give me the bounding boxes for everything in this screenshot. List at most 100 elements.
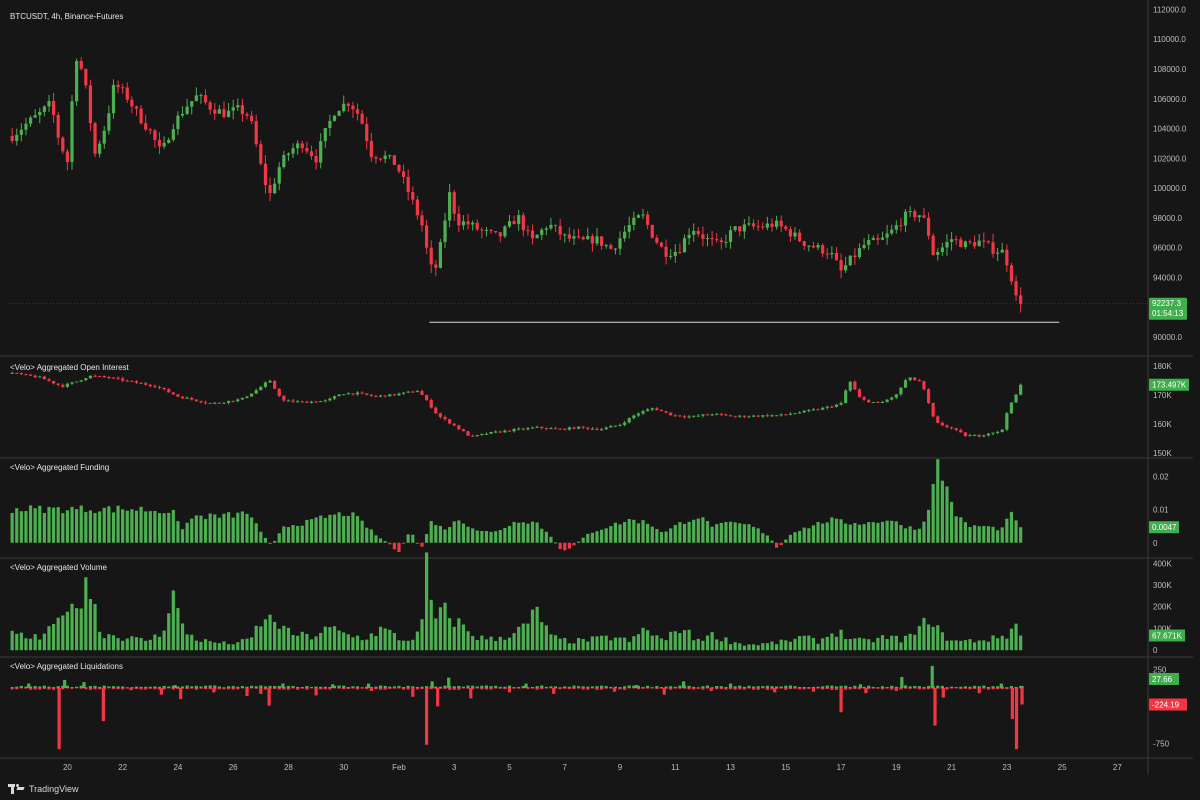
bar xyxy=(581,537,585,543)
candle-body xyxy=(180,396,185,399)
candle-body xyxy=(931,402,935,417)
candle-body xyxy=(176,115,180,130)
candle-body xyxy=(876,402,880,404)
candle-body xyxy=(544,428,548,430)
candle-body xyxy=(254,121,258,145)
footer-branding[interactable]: TradingView xyxy=(8,781,79,797)
candle-body xyxy=(830,406,834,408)
liquidation-short-bar xyxy=(682,688,687,689)
x-tick-label: 15 xyxy=(781,763,790,772)
candle-body xyxy=(383,155,387,160)
y-tick-label: 300K xyxy=(1153,581,1172,590)
candle-body xyxy=(273,380,277,389)
liquidation-long-bar xyxy=(116,686,120,688)
liquidation-short-bar xyxy=(337,688,341,689)
bar xyxy=(236,512,240,543)
bar xyxy=(784,539,788,543)
candle-body xyxy=(24,374,28,376)
candle-body xyxy=(521,428,525,430)
candle-body xyxy=(498,431,502,433)
candle-body xyxy=(448,192,452,221)
candle-body xyxy=(461,221,466,226)
bar xyxy=(134,510,139,543)
liquidation-short-bar xyxy=(558,688,562,690)
liquidation-short-bar xyxy=(300,688,304,689)
bar xyxy=(940,632,944,651)
candle-body xyxy=(411,391,415,393)
candle-body xyxy=(821,407,825,410)
liquidation-short-bar xyxy=(144,688,148,690)
bar xyxy=(144,640,148,651)
bar xyxy=(954,640,958,651)
liquidation-spike-bar xyxy=(159,688,163,695)
bar xyxy=(263,619,268,651)
liquidation-spike-bar xyxy=(82,682,86,688)
bar xyxy=(848,639,852,651)
bar xyxy=(10,630,14,651)
liquidation-long-bar xyxy=(162,685,166,688)
liquidation-long-bar xyxy=(779,686,783,688)
candle-body xyxy=(236,399,240,402)
candle-body xyxy=(641,411,645,414)
liquidation-spike-bar xyxy=(773,688,777,693)
bar xyxy=(388,629,392,651)
bar xyxy=(830,633,834,651)
bar xyxy=(894,635,898,651)
x-tick-label: 17 xyxy=(837,763,846,772)
bar xyxy=(503,527,507,543)
bar xyxy=(139,506,143,543)
liquidation-short-bar xyxy=(530,688,535,689)
liquidation-long-bar xyxy=(378,685,383,688)
candle-body xyxy=(484,433,489,435)
candle-body xyxy=(1014,394,1018,403)
candle-body xyxy=(871,238,875,240)
y-tick-label: 0 xyxy=(1153,539,1158,548)
candle-body xyxy=(618,424,622,426)
candle-body xyxy=(825,406,829,408)
candle-body xyxy=(1019,384,1023,395)
liquidation-long-bar xyxy=(24,686,28,688)
liquidation-long-bar xyxy=(236,686,240,688)
liquidation-long-bar xyxy=(517,686,521,688)
bar xyxy=(438,525,443,543)
bar xyxy=(572,542,576,546)
x-tick-label: 23 xyxy=(1002,763,1011,772)
candle-body xyxy=(259,144,263,164)
liquidation-long-bar xyxy=(130,687,134,688)
bar xyxy=(770,540,774,543)
candle-body xyxy=(240,397,244,400)
candle-body xyxy=(798,232,802,242)
bar xyxy=(38,505,42,543)
liquidation-long-bar xyxy=(613,686,618,688)
liquidation-short-bar xyxy=(323,688,327,690)
candle-body xyxy=(848,381,852,391)
liquidation-long-bar xyxy=(42,685,46,688)
liquidation-long-bar xyxy=(747,685,751,688)
liquidations-title: <Velo> Aggregated Liquidations xyxy=(10,662,123,671)
liquidation-long-bar xyxy=(977,686,981,688)
candle-body xyxy=(572,236,576,239)
candle-body xyxy=(793,413,797,415)
liquidation-long-bar xyxy=(65,685,70,688)
bar xyxy=(742,524,746,543)
candle-body xyxy=(28,374,33,376)
liquidation-long-bar xyxy=(171,685,175,688)
candle-body xyxy=(374,395,378,397)
bar xyxy=(701,640,705,651)
liquidation-short-bar xyxy=(457,688,461,690)
candle-body xyxy=(945,425,949,428)
candle-body xyxy=(494,431,498,433)
candle-body xyxy=(369,141,373,158)
liquidation-short-bar xyxy=(973,688,977,689)
candle-body xyxy=(342,394,346,396)
liquidation-long-bar xyxy=(33,686,37,688)
liquidation-long-bar xyxy=(351,686,355,688)
bar xyxy=(33,508,37,543)
candle-body xyxy=(936,251,940,255)
liquidation-long-bar xyxy=(461,686,466,688)
liquidation-long-bar xyxy=(1005,687,1009,688)
liquidation-long-bar xyxy=(913,685,917,688)
liquidation-short-bar xyxy=(807,688,811,689)
